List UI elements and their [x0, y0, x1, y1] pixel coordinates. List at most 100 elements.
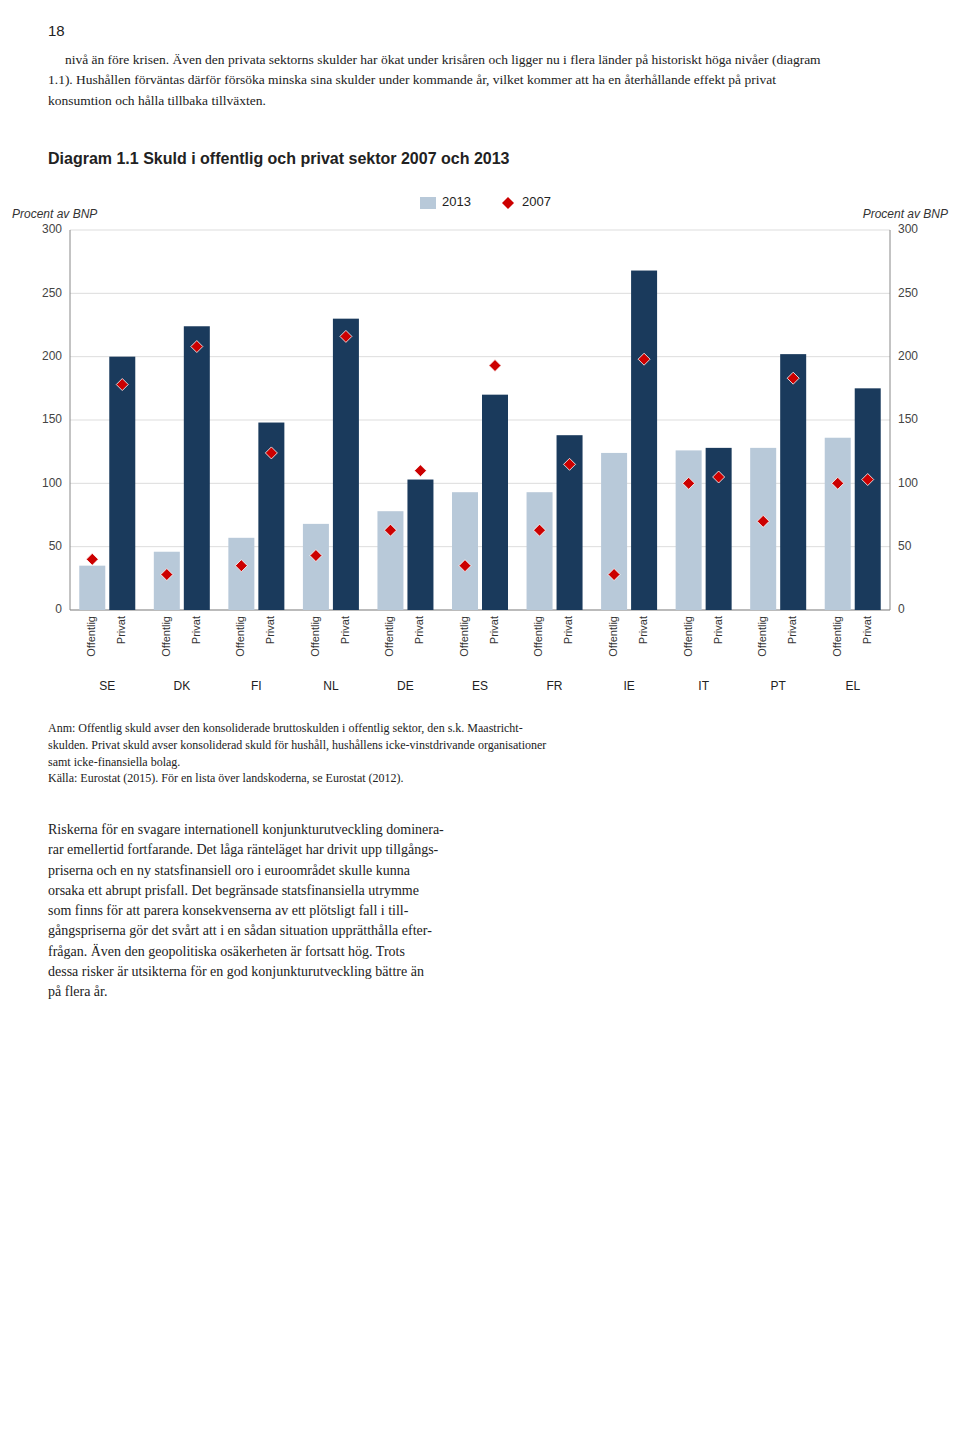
legend: 20132007 — [420, 194, 551, 209]
x-tick-label: Privat — [339, 616, 351, 644]
point-2007 — [86, 553, 98, 565]
point-2007 — [713, 471, 725, 483]
bar — [228, 538, 254, 610]
point-2007 — [414, 465, 426, 477]
legend-swatch — [420, 197, 436, 209]
category-label: ES — [472, 679, 488, 693]
x-tick-label: Offentlig — [234, 616, 246, 657]
point-2007 — [384, 524, 396, 536]
x-tick-label: Offentlig — [458, 616, 470, 657]
footnotes: Anm: Offentlig skuld avser den konsolide… — [48, 720, 928, 787]
y2-tick-label: 250 — [898, 286, 918, 300]
point-2007 — [787, 372, 799, 384]
bar — [676, 450, 702, 610]
body-line: orsaka ett abrupt prisfall. Det begränsa… — [48, 881, 928, 901]
y-tick-label: 100 — [42, 476, 62, 490]
point-2007 — [608, 569, 620, 581]
point-2007 — [564, 458, 576, 470]
bar — [855, 388, 881, 610]
body-line: som finns för att parera konsekvenserna … — [48, 901, 928, 921]
body-line: dessa risker är utsikterna för en god ko… — [48, 962, 928, 982]
x-tick-label: Privat — [190, 616, 202, 644]
point-2007 — [265, 447, 277, 459]
body-line: på flera år. — [48, 982, 928, 1002]
footnote-line: Anm: Offentlig skuld avser den konsolide… — [48, 720, 928, 737]
chart-title: Diagram 1.1 Skuld i offentlig och privat… — [48, 150, 510, 168]
footnote-line: samt icke-finansiella bolag. — [48, 754, 928, 771]
x-tick-label: Privat — [115, 616, 127, 644]
x-tick-label: Privat — [264, 616, 276, 644]
category-label: IE — [623, 679, 634, 693]
y-tick-label: 250 — [42, 286, 62, 300]
y-tick-label: 300 — [42, 222, 62, 236]
y-axis-label: Procent av BNP — [12, 207, 97, 221]
category-label: IT — [698, 679, 709, 693]
bar — [482, 395, 508, 610]
body-line: Riskerna för en svagare internationell k… — [48, 820, 928, 840]
y2-tick-label: 100 — [898, 476, 918, 490]
legend-label: 2007 — [522, 194, 551, 209]
category-label: SE — [99, 679, 115, 693]
x-tick-label: Offentlig — [682, 616, 694, 657]
x-tick-label: Offentlig — [160, 616, 172, 657]
point-2007 — [489, 360, 501, 372]
x-tick-label: Privat — [861, 616, 873, 644]
y2-tick-label: 0 — [898, 602, 905, 616]
point-2007 — [310, 550, 322, 562]
bar — [527, 492, 553, 610]
bar — [79, 566, 105, 610]
x-tick-label: Privat — [637, 616, 649, 644]
bar — [825, 438, 851, 610]
bar — [154, 552, 180, 610]
x-tick-label: Offentlig — [756, 616, 768, 657]
bar — [333, 319, 359, 610]
x-tick-label: Offentlig — [85, 616, 97, 657]
point-2007 — [683, 477, 695, 489]
bar — [109, 357, 135, 610]
category-label: DK — [173, 679, 190, 693]
intro-text: nivå än före krisen. Även den privata se… — [48, 50, 928, 111]
body-line: gångspriserna gör det svårt att i en såd… — [48, 921, 928, 941]
body-line: frågan. Även den geopolitiska osäkerhete… — [48, 942, 928, 962]
y-tick-label: 200 — [42, 349, 62, 363]
y2-tick-label: 300 — [898, 222, 918, 236]
point-2007 — [757, 515, 769, 527]
point-2007 — [340, 330, 352, 342]
x-tick-label: Privat — [488, 616, 500, 644]
y-tick-label: 0 — [55, 602, 62, 616]
bar — [303, 524, 329, 610]
bar — [780, 354, 806, 610]
y2-tick-label: 50 — [898, 539, 912, 553]
body-text: Riskerna för en svagare internationell k… — [48, 820, 928, 1003]
y-tick-label: 150 — [42, 412, 62, 426]
bar — [631, 271, 657, 610]
x-tick-label: Privat — [786, 616, 798, 644]
x-tick-label: Privat — [712, 616, 724, 644]
body-line: rar emellertid fortfarande. Det låga rän… — [48, 840, 928, 860]
bar — [557, 435, 583, 610]
body-line: priserna och en ny statsfinansiell oro i… — [48, 861, 928, 881]
point-2007 — [235, 560, 247, 572]
bar — [452, 492, 478, 610]
category-label: DE — [397, 679, 414, 693]
footnote-line: skulden. Privat skuld avser konsoliderad… — [48, 737, 928, 754]
x-tick-label: Privat — [562, 616, 574, 644]
x-tick-label: Offentlig — [383, 616, 395, 657]
point-2007 — [832, 477, 844, 489]
point-2007 — [534, 524, 546, 536]
y2-tick-label: 150 — [898, 412, 918, 426]
category-label: NL — [323, 679, 339, 693]
x-tick-label: Offentlig — [607, 616, 619, 657]
x-tick-label: Privat — [413, 616, 425, 644]
bar — [407, 480, 433, 610]
category-label: FR — [547, 679, 563, 693]
y-axis-line — [70, 230, 71, 610]
point-2007 — [116, 379, 128, 391]
point-2007 — [862, 474, 874, 486]
category-label: PT — [771, 679, 787, 693]
legend-swatch — [502, 197, 514, 209]
y2-tick-label: 200 — [898, 349, 918, 363]
y2-axis-line — [890, 230, 891, 610]
point-2007 — [638, 353, 650, 365]
bar — [377, 511, 403, 610]
